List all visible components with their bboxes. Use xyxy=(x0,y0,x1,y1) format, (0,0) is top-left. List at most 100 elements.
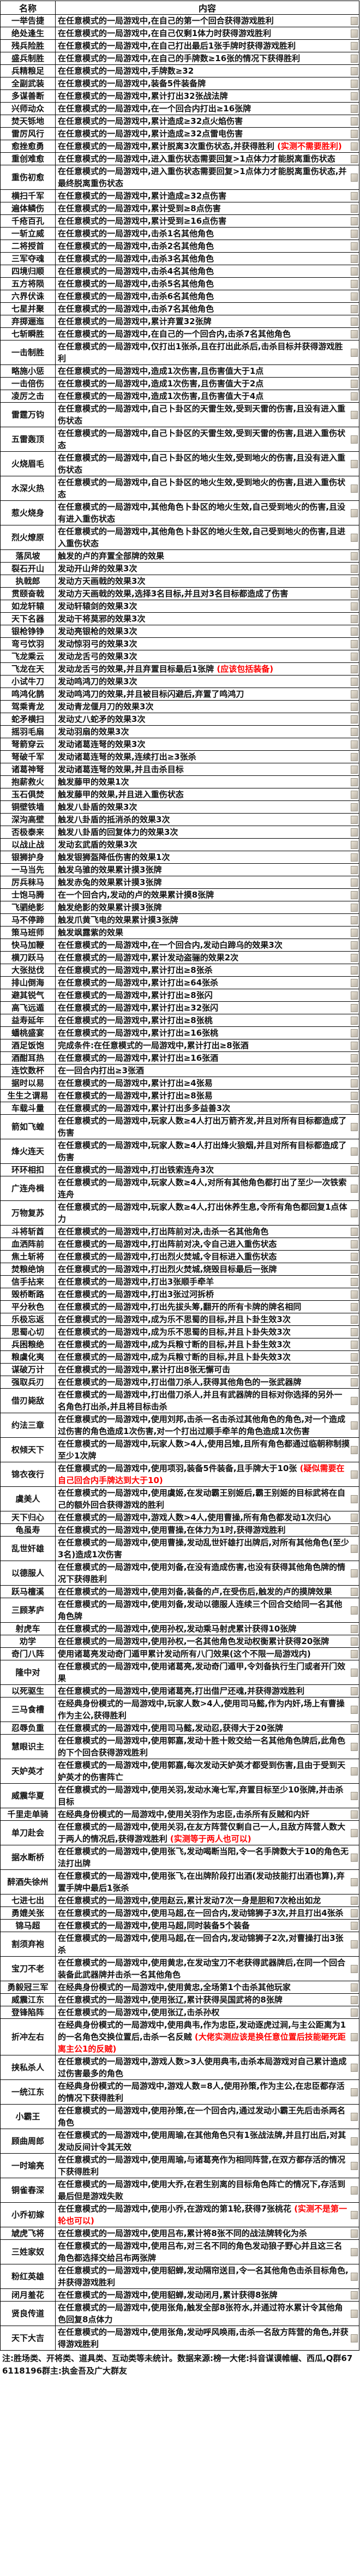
thumbnail-image-icon xyxy=(351,142,358,151)
achievement-name: 三姓家奴 xyxy=(0,2239,56,2264)
table-row: 三军夺魂 在任意模式的一局游戏中,击杀3名其他角色 xyxy=(0,252,359,265)
achievement-content: 在任意模式的一局游戏中,累计打出≥16张酒 xyxy=(55,1051,359,1065)
achievement-content: 在任意模式的一局游戏中,使用刘备,发动以德服人连续三个回合交给同一名其他角色牌 xyxy=(55,1598,359,1623)
content-text: 发动羽扇的效果3次 xyxy=(58,727,129,737)
thumbnail-image-icon xyxy=(351,1017,358,1025)
achievement-content: 发动诸葛连弩的效果,并且击杀目标 xyxy=(55,763,359,776)
achievement-name: 深沟高壁 xyxy=(0,813,56,826)
achievement-name: 焚粮绝饷 xyxy=(0,1263,56,1276)
achievement-content: 在任意模式的一局游戏中,使用孙权,发动乘马射虎累计获得10张牌 xyxy=(55,1622,359,1635)
table-row: 小乔初嫁 在任意模式的一局游戏中,使用小乔,在游戏的第1轮,获得7张桃花 (实测不… xyxy=(0,2202,359,2227)
achievement-name: 权倾天下 xyxy=(0,1437,56,1462)
content-text: 在任意模式的一局游戏中,打出先拔头筹,翻开的所有卡牌的牌名相同 xyxy=(58,1302,302,1312)
table-row: 威震江东 在任意模式的一局游戏中,使用张辽,累计获得吴国武将的8张牌 xyxy=(0,1993,359,2006)
table-row: 烽火连天 在任意模式的一局游戏中,玩家人数≥4人打出烽火狼烟,并且对所有目标都造成… xyxy=(0,1139,359,1164)
achievement-name: 残兵险胜 xyxy=(0,39,56,52)
content-text: 在任意模式的一局游戏中,击杀6名其他角色 xyxy=(58,291,214,301)
achievement-content: 在任意模式的一局游戏中,游戏人数>3人使用典韦,击杀本局游戏对自己累计造成过伤害… xyxy=(55,2055,359,2080)
content-text: 在任意模式的一局游戏中,游戏人数>4人,使用曹操,所有角色都发动1次归心 xyxy=(58,1513,331,1522)
thumbnail-image-icon xyxy=(351,828,358,836)
content-text: 在任意模式的一局游戏中,累计受到≥16点伤害 xyxy=(58,216,227,226)
thumbnail-image-icon xyxy=(351,1228,358,1236)
achievement-content: 在任意模式的一局游戏中,玩家人数≥4人打出烽火狼烟,并且对所有目标都造成了伤害 xyxy=(55,1139,359,1164)
thumbnail-image-icon xyxy=(351,2291,358,2299)
thumbnail-image-icon xyxy=(351,1397,358,1405)
achievement-content: 在任意模式的一局游戏中,使用诸葛亮,打出借尸还魂,并获得游戏胜利 xyxy=(55,1684,359,1698)
achievement-name: 五雷轰顶 xyxy=(0,427,56,452)
achievement-name: 忍辱负重 xyxy=(0,1722,56,1735)
table-row: 三顾茅庐 在任意模式的一局游戏中,使用刘备,发动以德服人连续三个回合交给同一名其他… xyxy=(0,1598,359,1623)
content-text: 在任意模式的一局游戏中,击杀3名其他角色 xyxy=(58,254,214,264)
thumbnail-image-icon xyxy=(351,1341,358,1349)
achievement-content: 在任意模式的一局游戏中,累计打出≥16张桃 xyxy=(55,1026,359,1039)
content-text: 在任意模式的一局游戏中,使用项羽,装备5件装备,且手牌大于10张 xyxy=(58,1463,297,1473)
achievement-name: 银狮护身 xyxy=(0,851,56,864)
table-row: 火烧眉毛 在任意模式的一局游戏中,自己卜卦区的地火生效,受到地火的伤害,且没有进入… xyxy=(0,451,359,476)
table-row: 折冲左右 在经典身份模式的一局游戏中,使用典韦,作为忠臣,发动逐虎过涧,与主公距离… xyxy=(0,2018,359,2055)
achievement-name: 横扫千军 xyxy=(0,189,56,202)
thumbnail-image-icon xyxy=(351,728,358,736)
achievement-content: 发动诸葛连弩的效果,连续打出≥3张杀 xyxy=(55,750,359,763)
achievement-name: 慧眼识主 xyxy=(0,1734,56,1759)
achievement-name: 千疮百孔 xyxy=(0,214,56,228)
table-row: 粉红英雄 在任意模式的一局游戏中,使用貂蝉,发动隔帘送目,令一名其他角色击杀目标角… xyxy=(0,2264,359,2289)
thumbnail-image-icon xyxy=(351,330,358,338)
content-text: 在任意模式的一局游戏中,使用关羽,在友方阵营仅剩自己一人,且敌方阵营人数大于两人… xyxy=(58,1822,346,1844)
achievement-name: 厉兵秣马 xyxy=(0,876,56,889)
achievement-content: 完成条件:在任意模式的一局游戏中,累计打出≥8张酒 xyxy=(55,1039,359,1052)
achievement-content: 在任意模式的一局游戏中,使用赵云,累计发动7次一身是胆和7次枪出如龙 xyxy=(55,1894,359,1907)
thumbnail-image-icon xyxy=(351,1421,358,1430)
achievement-content: 在任意模式的一局游戏中,累计打出≥32张闪 xyxy=(55,1001,359,1014)
table-row: 兴师动众 在任意模式的一局游戏中,在一个回合内打出≥16张牌 xyxy=(0,102,359,115)
table-row: 单刀赴会 在任意模式的一局游戏中,使用关羽,在友方阵营仅剩自己一人,且敌方阵营人数… xyxy=(0,1820,359,1845)
thumbnail-image-icon xyxy=(351,1240,358,1248)
table-row: 小试牛刀 发动鸣鸿刀的效果3次 xyxy=(0,675,359,688)
thumbnail-image-icon xyxy=(351,753,358,761)
thumbnail-image-icon xyxy=(351,105,358,113)
table-row: 勇媲关张 在任意模式的一局游戏中,使用马超,在一回合内,发动锦狮子3次,并且打出4… xyxy=(0,1906,359,1920)
table-row: 粮虞化夷 在任意模式的一局游戏中,成为兵粮寸断的目标,并且卜卦失效3次 xyxy=(0,1350,359,1364)
thumbnail-image-icon xyxy=(351,740,358,749)
achievement-content: 在任意模式的一局游戏中,打出烈火焚城,烧毁目标最后一张牌 xyxy=(55,1263,359,1276)
content-text: 在任意模式的一局游戏中,累计弃置32张牌 xyxy=(58,316,212,326)
achievement-content: 在任意模式的一局游戏中,累计造成≥32点火焰伤害 xyxy=(55,115,359,128)
table-row: 借刃毙敌 在任意模式的一局游戏中,打出借刀杀人,并且有武器牌的目标对你选择的另外一… xyxy=(0,1388,359,1413)
table-row: 小霸王 在任意模式的一局游戏中,使用孙策,在一个回合内,通过发动小霸王先后击杀两名… xyxy=(0,2104,359,2129)
content-text: 触发藤甲的效果,并且进入重伤状态 xyxy=(58,790,184,799)
thumbnail-image-icon xyxy=(351,1029,358,1037)
thumbnail-image-icon xyxy=(351,367,358,375)
content-text: 触发八卦盾的抵消杀的效果3次 xyxy=(58,815,170,824)
thumbnail-image-icon xyxy=(351,816,358,824)
thumbnail-image-icon xyxy=(351,174,358,182)
thumbnail-image-icon xyxy=(351,2137,358,2145)
table-row: 横刀跃马 在任意模式的一局游戏中,累计发动盗骊的效果2次 xyxy=(0,951,359,964)
table-row: 执戟郎 发动方天画戟的效果3次 xyxy=(0,575,359,588)
achievement-name: 乱世奸雄 xyxy=(0,1536,56,1561)
table-row: 天下名器 发动干将莫邪的效果3次 xyxy=(0,612,359,625)
achievement-content: 在任意模式的一局游戏中,使用孙权,一名其他角色发动权衡累计获得20张牌 xyxy=(55,1635,359,1648)
table-row: 避其锐气 在任意模式的一局游戏中,累计打出≥8张闪 xyxy=(0,989,359,1002)
content-text: 在任意模式的一局游戏中,玩家人数≥4人打出万箭齐发,并且对所有目标都造成了伤害 xyxy=(58,1116,347,1138)
achievement-content: 在任意模式的一局游戏中,使用刘备,在没有造成伤害,也没有获得其他角色牌的情况下获… xyxy=(55,1561,359,1586)
achievement-content: 在任意模式的一局游戏中,使用周瑜,与诸葛亮作为相同阵营,在双方都存活的情况下获得… xyxy=(55,2153,359,2178)
table-row: 挟私杀人 在任意模式的一局游戏中,游戏人数>3人使用典韦,击杀本局游戏对自己累计造… xyxy=(0,2055,359,2080)
achievement-name: 落凤坡 xyxy=(0,549,56,563)
content-text: 在任意模式的一局游戏中,累计造成≥32点雷电伤害 xyxy=(58,129,243,139)
achievement-content: 在任意模式的一局游戏中,使用小乔,在游戏的第1轮,获得7张桃花 (实测不是第一轮… xyxy=(55,2202,359,2227)
content-text: 在任意模式的一局游戏中,累计打出≥8张易 xyxy=(58,1091,213,1101)
content-text: 在任意模式的一局游戏中,累计打出≥32张闪 xyxy=(58,1003,219,1013)
achievement-name: 七斩瞬胜 xyxy=(0,327,56,340)
thumbnail-image-icon xyxy=(351,1147,358,1156)
table-row: 强取兵刃 在任意模式的一局游戏中,打出借刀杀人,获得其他角色的一张武器牌 xyxy=(0,1376,359,1389)
thumbnail-image-icon xyxy=(351,80,358,88)
thumbnail-image-icon xyxy=(351,904,358,912)
thumbnail-image-icon xyxy=(351,1378,358,1386)
achievement-content: 在任意模式的一局游戏中,造成1次伤害,且伤害值大于4点 xyxy=(55,390,359,403)
table-row: 车载斗量 在任意模式的一局游戏中,累计打出多多益善3次 xyxy=(0,1102,359,1115)
thumbnail-image-icon xyxy=(351,627,358,636)
thumbnail-image-icon xyxy=(351,1706,358,1714)
achievement-content: 在任意模式的一局游戏中,使用马超,在一回合内,发动锦狮子3次,并且打出4张杀 xyxy=(55,1906,359,1920)
achievement-content: 在任意模式的一局游戏中,在一个回合内,发动白蹄乌的效果3次 xyxy=(55,939,359,952)
table-row: 忍辱负重 在任意模式的一局游戏中,使用司马懿,发动忍,获得大于20张牌 xyxy=(0,1722,359,1735)
achievement-content: 在任意模式的一局游戏中,打出先拔头筹,翻开的所有卡牌的牌名相同 xyxy=(55,1300,359,1313)
